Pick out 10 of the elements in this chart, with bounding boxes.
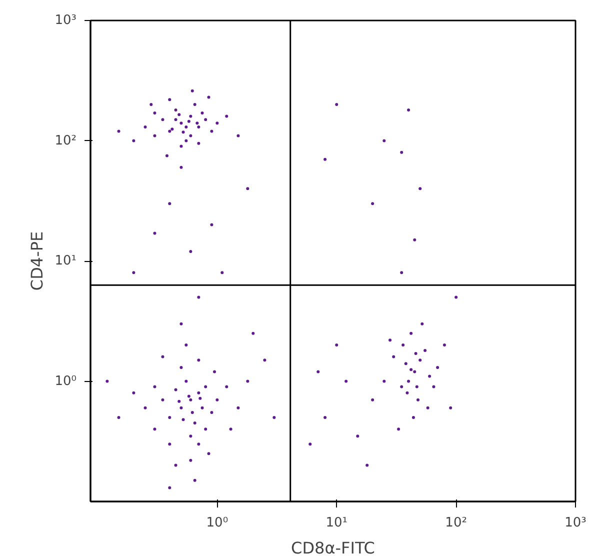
x-tick-label: 10⁰: [206, 516, 228, 530]
y-tick-label: 10⁰: [54, 374, 77, 389]
x-tick-label: 10³: [564, 516, 586, 530]
y-tick-label: 10¹: [54, 254, 77, 268]
y-tick-label: 10³: [54, 13, 77, 28]
x-tick-label: 10²: [445, 516, 467, 530]
y-axis-title: CD4-PE: [28, 231, 47, 291]
x-tick-label: 10¹: [326, 516, 348, 530]
y-tick-label: 10²: [54, 133, 77, 148]
x-axis-title: CD8α-FITC: [291, 538, 375, 558]
